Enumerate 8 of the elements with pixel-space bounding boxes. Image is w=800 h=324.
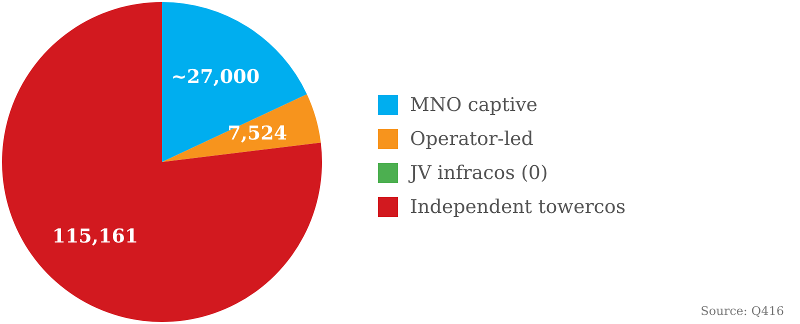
data-label: ~27,000 [170, 66, 260, 88]
legend-label: Operator-led [410, 128, 534, 150]
legend-label: JV infracos (0) [410, 162, 548, 184]
legend-label: Independent towercos [410, 196, 626, 218]
data-label: 7,524 [228, 122, 288, 145]
legend-label: MNO captive [410, 94, 538, 116]
source-note: Source: Q416 [700, 304, 784, 318]
data-label: 115,161 [52, 225, 138, 248]
